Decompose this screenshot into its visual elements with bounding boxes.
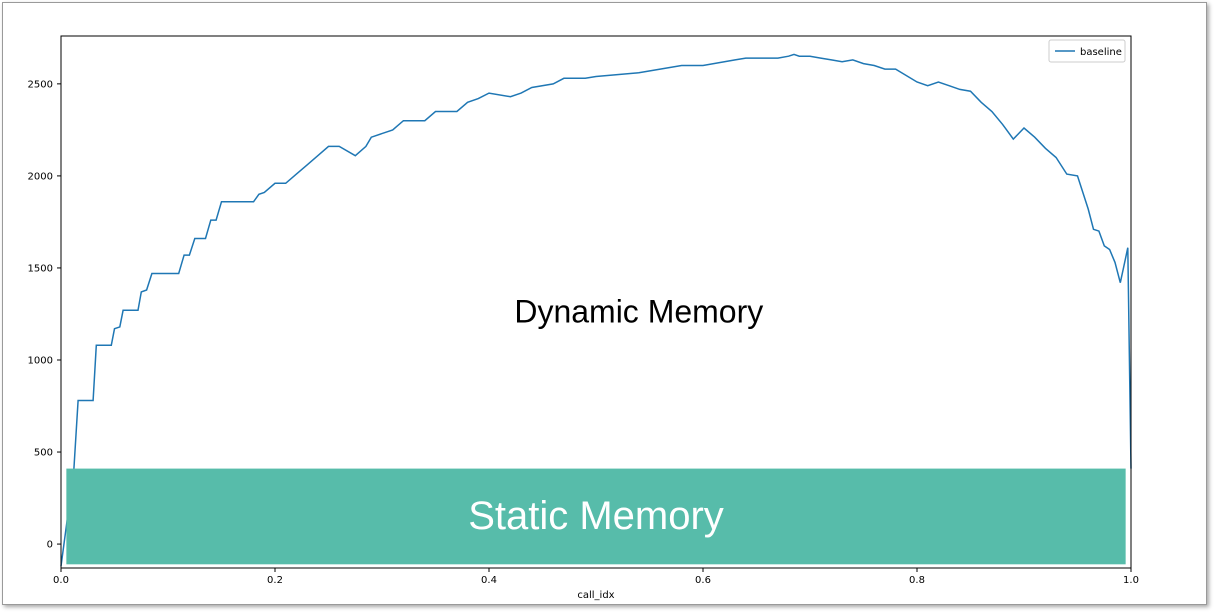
x-tick-label: 1.0 — [1123, 575, 1139, 586]
x-axis-ticks: 0.0 0.2 0.4 0.6 0.8 1.0 — [53, 568, 1139, 586]
y-axis-ticks: 0 500 1000 1500 2000 2500 — [28, 79, 61, 551]
legend-box — [1048, 39, 1126, 63]
y-tick-label: 0 — [47, 540, 53, 551]
static-memory-label: Static Memory — [468, 494, 724, 538]
x-axis-label: call_idx — [577, 590, 614, 601]
x-tick-label: 0.6 — [695, 575, 711, 586]
x-tick-label: 0.0 — [53, 575, 69, 586]
legend-label-baseline: baseline — [1080, 47, 1122, 58]
y-tick-label: 500 — [34, 448, 53, 459]
y-tick-label: 1500 — [28, 263, 53, 274]
plot-border — [60, 35, 1132, 569]
series-line-baseline — [60, 53, 1132, 567]
x-tick-label: 0.8 — [909, 575, 925, 586]
x-tick-label: 0.4 — [481, 575, 497, 586]
y-tick-label: 2500 — [28, 79, 53, 90]
legend: baseline — [1048, 39, 1126, 63]
y-tick-label: 1000 — [28, 355, 53, 366]
x-tick-label: 0.2 — [267, 575, 283, 586]
dynamic-memory-label: Dynamic Memory — [514, 293, 763, 329]
static-memory-band — [66, 468, 1126, 565]
y-tick-label: 2000 — [28, 171, 53, 182]
